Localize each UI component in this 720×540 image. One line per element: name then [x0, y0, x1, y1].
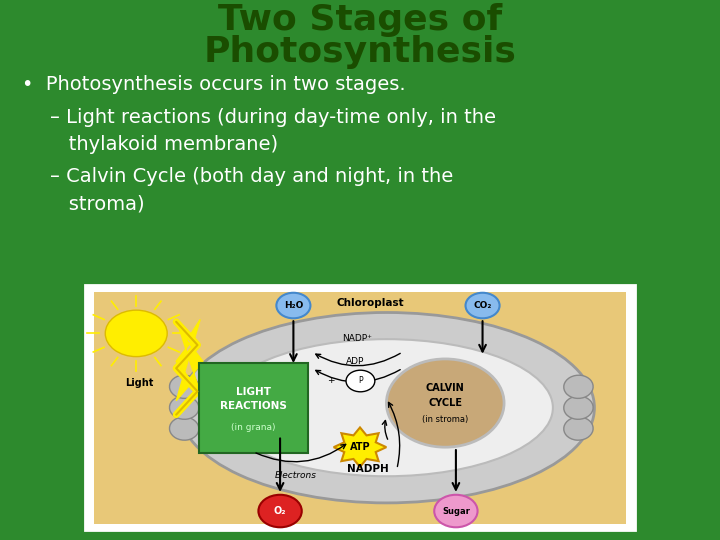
Text: H₂O: H₂O — [284, 301, 303, 310]
Text: – Calvin Cycle (both day and night, in the: – Calvin Cycle (both day and night, in t… — [50, 167, 454, 186]
Polygon shape — [333, 428, 387, 467]
FancyArrowPatch shape — [382, 421, 387, 439]
Text: (in grana): (in grana) — [231, 423, 276, 431]
Text: REACTIONS: REACTIONS — [220, 401, 287, 411]
FancyArrowPatch shape — [316, 353, 400, 366]
Text: stroma): stroma) — [50, 194, 145, 213]
Text: NADPH: NADPH — [347, 464, 389, 474]
FancyBboxPatch shape — [85, 285, 635, 530]
Text: O₂: O₂ — [274, 506, 287, 516]
Ellipse shape — [564, 375, 593, 399]
Ellipse shape — [179, 313, 595, 503]
Text: Two Stages of: Two Stages of — [218, 3, 502, 37]
Ellipse shape — [169, 375, 199, 399]
Text: Chloroplast: Chloroplast — [337, 298, 405, 308]
Circle shape — [434, 495, 477, 527]
FancyArrowPatch shape — [316, 369, 400, 382]
Text: NADP⁺: NADP⁺ — [343, 334, 372, 342]
Text: Sugar: Sugar — [442, 507, 470, 516]
Ellipse shape — [169, 396, 199, 419]
Circle shape — [276, 293, 310, 318]
Circle shape — [105, 310, 167, 356]
Text: Electrons: Electrons — [275, 470, 317, 480]
Circle shape — [346, 370, 375, 392]
Text: (in stroma): (in stroma) — [422, 415, 469, 424]
Circle shape — [258, 495, 302, 527]
Text: Light: Light — [125, 377, 153, 388]
Text: CO₂: CO₂ — [473, 301, 492, 310]
Ellipse shape — [169, 417, 199, 440]
Text: – Light reactions (during day-time only, in the: – Light reactions (during day-time only,… — [50, 108, 496, 127]
Text: P: P — [358, 376, 363, 386]
Text: +: + — [328, 376, 339, 386]
Text: CALVIN: CALVIN — [426, 383, 464, 393]
Text: ATP: ATP — [350, 442, 370, 452]
Ellipse shape — [564, 417, 593, 440]
Polygon shape — [176, 320, 203, 401]
Text: •  Photosynthesis occurs in two stages.: • Photosynthesis occurs in two stages. — [22, 75, 405, 93]
FancyArrowPatch shape — [389, 402, 400, 467]
FancyArrowPatch shape — [256, 444, 346, 462]
Ellipse shape — [564, 396, 593, 419]
FancyBboxPatch shape — [199, 362, 308, 453]
Text: ADP: ADP — [346, 357, 364, 366]
Text: LIGHT: LIGHT — [236, 387, 271, 397]
Circle shape — [387, 359, 504, 447]
Text: thylakoid membrane): thylakoid membrane) — [50, 135, 279, 154]
Text: Photosynthesis: Photosynthesis — [204, 35, 516, 69]
Text: CYCLE: CYCLE — [428, 398, 462, 408]
FancyBboxPatch shape — [94, 292, 626, 524]
Ellipse shape — [220, 339, 553, 476]
Circle shape — [466, 293, 500, 318]
